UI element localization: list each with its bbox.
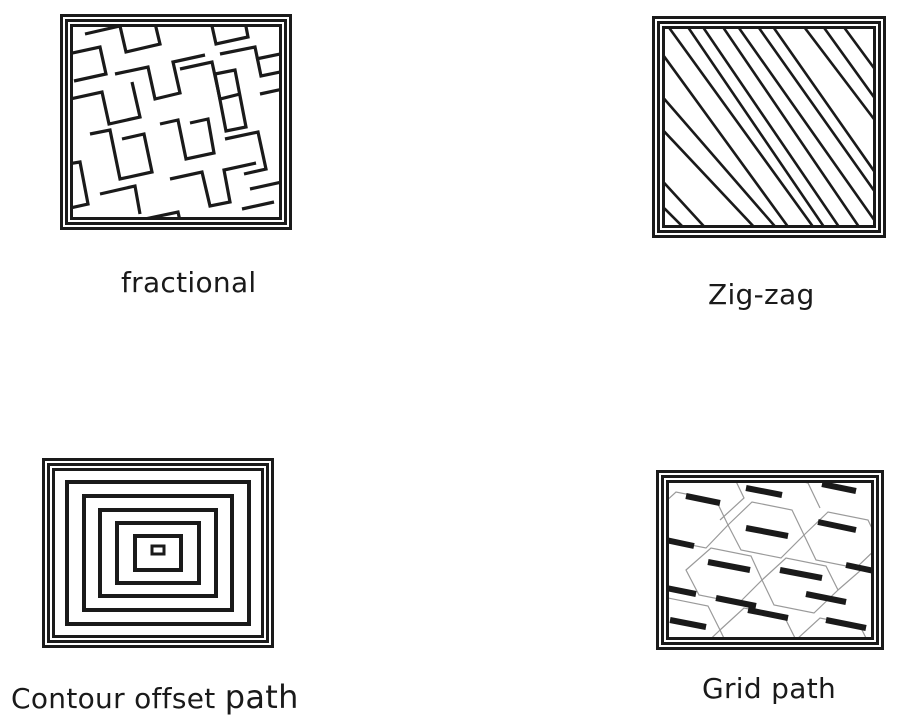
zigzag-caption: Zig-zag [708, 278, 815, 311]
contour-caption-main: Contour offset [11, 682, 225, 715]
grid-caption: Grid path [702, 672, 837, 705]
zigzag-panel: Zig-zag [652, 16, 886, 311]
contour-panel: Contour offset path [11, 458, 298, 716]
contour-caption-emph: path [224, 678, 299, 716]
grid-panel: Grid path [656, 470, 884, 705]
fractional-path-figure [60, 14, 292, 230]
fractional-caption: fractional [121, 266, 257, 299]
contour-caption: Contour offset path [11, 678, 299, 716]
contour-offset-path-figure [42, 458, 274, 648]
zigzag-path-figure [652, 16, 886, 238]
fractional-panel: fractional [60, 14, 292, 299]
grid-path-figure [656, 470, 884, 650]
